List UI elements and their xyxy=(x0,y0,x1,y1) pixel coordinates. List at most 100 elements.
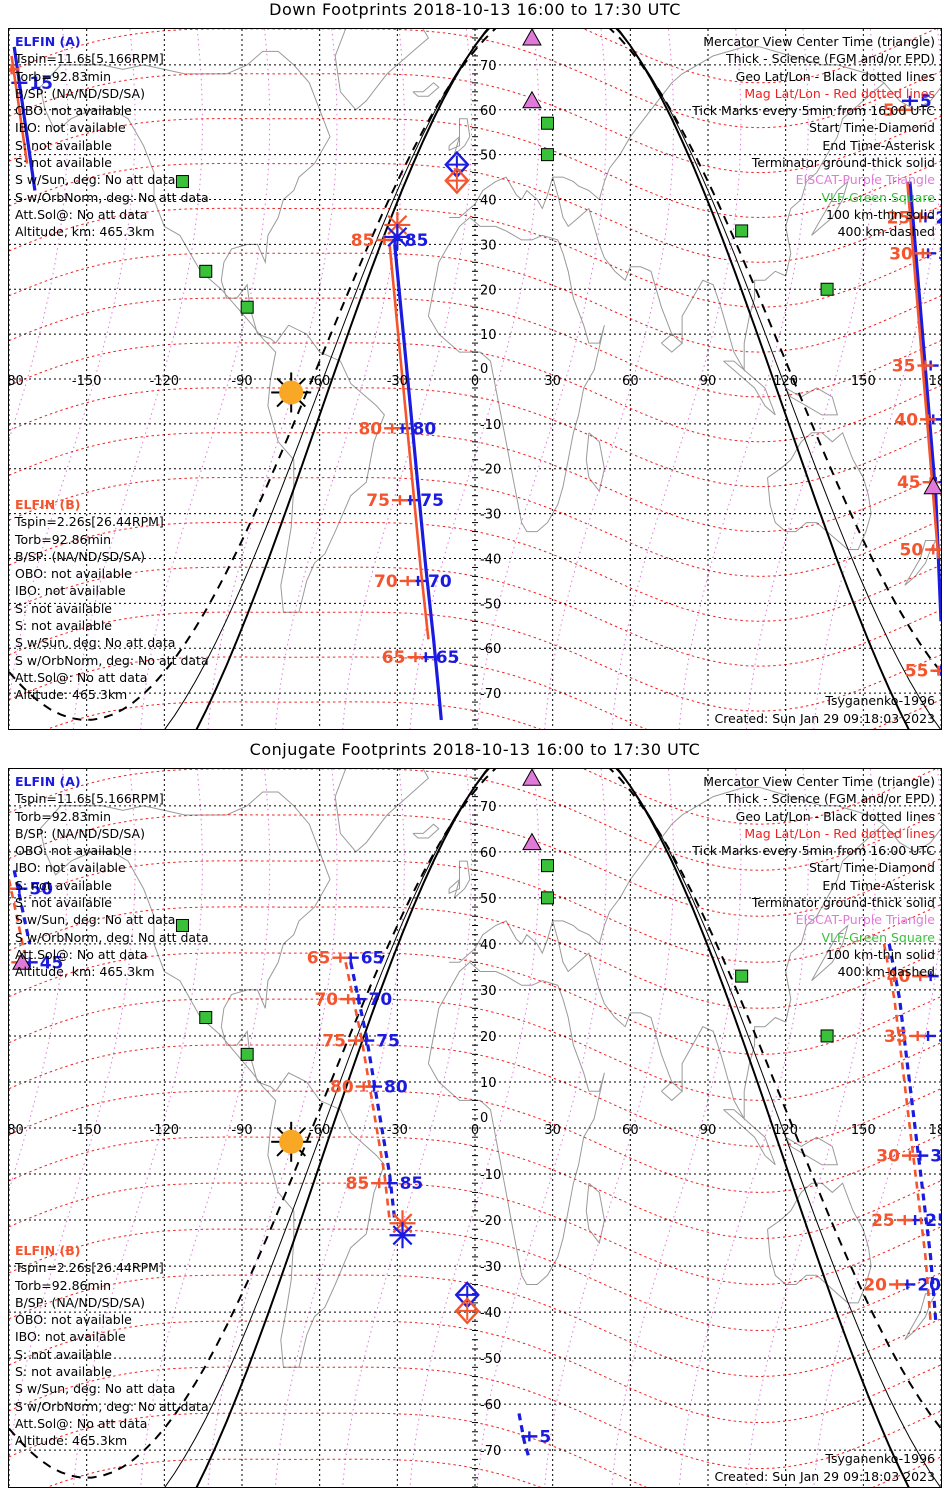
coastline-path xyxy=(453,118,471,155)
lat-tick-label: -40 xyxy=(480,1306,501,1321)
mag-lat-line xyxy=(9,566,941,667)
end-time-asterisk-icon[interactable] xyxy=(387,226,408,247)
orbit-track-elfin-b[interactable] xyxy=(9,879,26,954)
eiscat-purple-triangle-icon[interactable] xyxy=(522,90,542,109)
vlf-green-square-icon[interactable] xyxy=(820,282,834,296)
orbit-tick-label: 80 xyxy=(358,419,382,439)
vlf-green-square-icon[interactable] xyxy=(820,1029,834,1043)
vlf-green-square-icon[interactable] xyxy=(175,175,189,189)
sun-ray-icon xyxy=(298,1126,307,1135)
orbit-track-elfin-b[interactable] xyxy=(882,943,932,1322)
orbit-tick-label: 45 xyxy=(897,473,921,493)
lon-tick-label: -60 xyxy=(309,374,330,389)
coastline-path xyxy=(661,333,683,353)
markers-layer[interactable] xyxy=(12,769,834,1325)
eiscat-purple-triangle-icon[interactable] xyxy=(522,769,542,786)
vlf-green-square-icon[interactable] xyxy=(540,891,554,905)
orbit-tick-label: 70 xyxy=(314,990,338,1010)
coastline-path xyxy=(448,878,460,895)
vlf-green-square-icon[interactable] xyxy=(199,264,213,278)
lat-tick-label: -40 xyxy=(480,552,501,567)
coastline-path xyxy=(767,431,872,550)
mag-lat-line xyxy=(9,1274,941,1378)
orbit-tick-label: 35 xyxy=(892,357,916,377)
lon-tick-label: -90 xyxy=(231,374,252,389)
map-conj[interactable]: 5045657075808554035302520504565707580854… xyxy=(8,768,942,1488)
sun-icon xyxy=(279,1129,304,1154)
markers-layer[interactable] xyxy=(175,29,941,495)
orbit-track-elfin-b[interactable] xyxy=(388,244,430,640)
eiscat-purple-triangle-icon[interactable] xyxy=(923,476,941,495)
terminator-100km xyxy=(164,29,941,729)
vlf-green-square-icon[interactable] xyxy=(735,224,749,238)
orbit-tick-label: 75 xyxy=(366,491,390,511)
map-canvas-down[interactable]: 1558580757065253035404550551558580757065… xyxy=(9,29,941,729)
orbit-tick-label: 25 xyxy=(887,208,911,228)
lon-tick-label: -30 xyxy=(387,1123,408,1138)
vlf-green-square-icon[interactable] xyxy=(540,148,554,162)
coastline-path xyxy=(723,1109,776,1166)
axis-labels-layer: -180 -150 -120 -90 -60 -30 0 30 60 90 120 150 180 70 6… xyxy=(9,769,941,1487)
vlf-green-square-icon[interactable] xyxy=(735,969,749,983)
map-layers: 5045657075808554035302520504565707580854… xyxy=(9,769,941,1487)
orbit-tracks-layer[interactable]: 5045657075808554035302520504565707580854… xyxy=(9,869,941,1460)
coastline-path xyxy=(552,82,885,372)
vlf-green-square-icon[interactable] xyxy=(199,1011,213,1025)
sun-ray-icon xyxy=(276,1126,285,1135)
lat-tick-label: -20 xyxy=(480,1214,501,1229)
vlf-green-square-icon[interactable] xyxy=(240,1047,254,1061)
orbit-tick-label: 30 xyxy=(876,1147,900,1167)
eiscat-purple-triangle-icon[interactable] xyxy=(522,29,542,46)
lon-tick-label: -60 xyxy=(309,1123,330,1138)
mag-lat-line xyxy=(582,29,937,84)
lat-tick-label: -50 xyxy=(480,1352,501,1367)
lon-tick-label: 0 xyxy=(471,1123,479,1138)
coastline-path xyxy=(448,135,460,151)
orbit-track-elfin-a[interactable] xyxy=(393,244,443,721)
lon-tick-label: -30 xyxy=(387,374,408,389)
lon-tick-label: 0 xyxy=(471,374,479,389)
orbit-track-elfin-a[interactable] xyxy=(517,1413,531,1460)
lat-tick-label: 0 xyxy=(480,1111,488,1126)
eiscat-purple-triangle-icon[interactable] xyxy=(522,832,542,851)
mag-lat-line xyxy=(9,1320,941,1424)
start-time-diamond-icon[interactable] xyxy=(454,1297,480,1325)
mag-lat-line xyxy=(9,521,941,622)
lat-tick-label: 10 xyxy=(480,328,497,343)
lat-tick-label: -50 xyxy=(480,597,501,612)
orbit-tracks-layer[interactable]: 1558580757065253035404550551558580757065… xyxy=(9,46,941,721)
lat-tick-label: 70 xyxy=(480,800,497,815)
coastline-path xyxy=(904,1293,937,1341)
mag-lat-line xyxy=(9,342,941,443)
mag-lon-line xyxy=(476,29,607,729)
orbit-track-elfin-a[interactable] xyxy=(887,943,938,1322)
mag-lat-line xyxy=(9,1090,941,1193)
lon-tick-label: -150 xyxy=(72,374,102,389)
end-time-asterisk-icon[interactable] xyxy=(392,1225,413,1246)
mag-lat-line xyxy=(9,1228,941,1332)
orbit-track-elfin-b[interactable] xyxy=(906,181,940,559)
orbit-track-elfin-a[interactable] xyxy=(12,46,37,191)
start-time-diamond-icon[interactable] xyxy=(444,166,470,195)
map-canvas-conj[interactable]: 5045657075808554035302520504565707580854… xyxy=(9,769,941,1487)
vlf-green-square-icon[interactable] xyxy=(240,300,254,314)
mag-lat-line xyxy=(9,906,941,1009)
coastline-path xyxy=(785,387,839,416)
orbit-track-elfin-b[interactable] xyxy=(10,55,29,164)
orbit-tick-label: 45 xyxy=(40,953,64,973)
lat-tick-label: 50 xyxy=(480,149,497,164)
eiscat-purple-triangle-icon[interactable] xyxy=(12,952,32,970)
map-down[interactable]: 1558580757065253035404550551558580757065… xyxy=(8,28,942,730)
coastline-path xyxy=(811,180,849,236)
vlf-green-square-icon[interactable] xyxy=(540,116,554,130)
vlf-green-square-icon[interactable] xyxy=(175,918,189,932)
lat-tick-label: 0 xyxy=(480,362,488,377)
orbit-track-elfin-a[interactable] xyxy=(12,869,32,945)
lat-tick-label: 20 xyxy=(480,283,497,298)
orbit-tick-label: 85 xyxy=(400,1174,424,1194)
lon-tick-label: 120 xyxy=(773,374,798,389)
vlf-green-square-icon[interactable] xyxy=(540,859,554,873)
coastline-path xyxy=(39,50,385,613)
panel-title-down: Down Footprints 2018-10-13 16:00 to 17:3… xyxy=(269,0,681,19)
